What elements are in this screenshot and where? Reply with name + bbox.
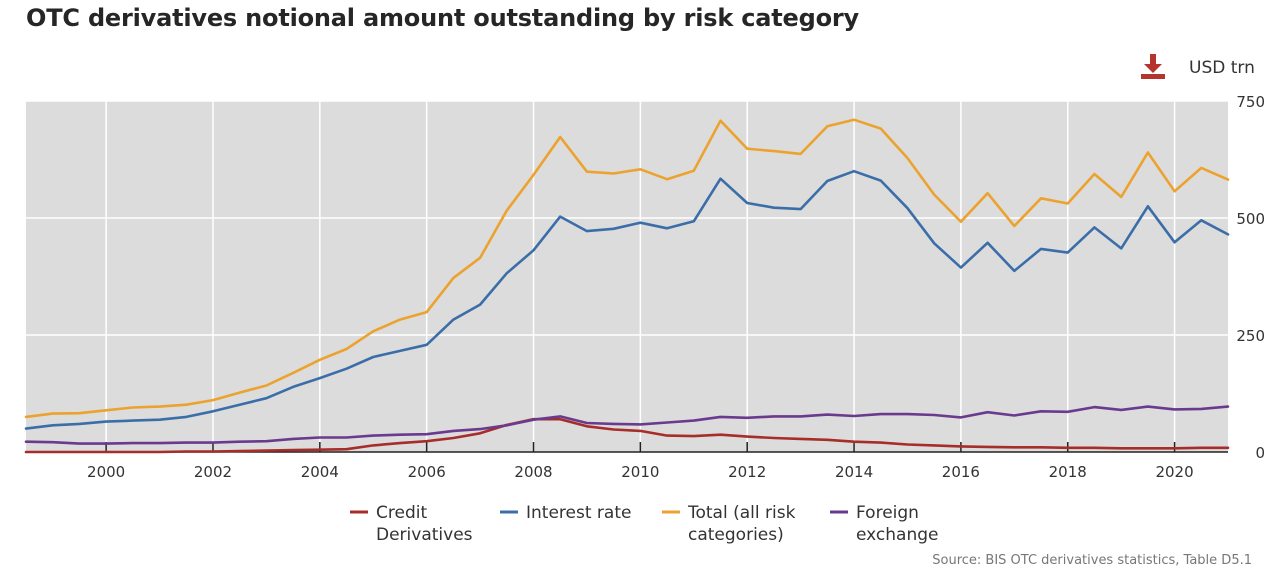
source-note: Source: BIS OTC derivatives statistics, …	[932, 553, 1252, 568]
download-icon[interactable]	[1138, 52, 1168, 82]
legend-label: categories)	[688, 525, 784, 545]
series-line-2	[24, 118, 1230, 419]
legend-label: Foreign	[856, 503, 919, 523]
x-tick-label: 2002	[194, 463, 232, 481]
legend-label: Credit	[376, 503, 427, 523]
x-tick-label: 2016	[942, 463, 980, 481]
chart-title: OTC derivatives notional amount outstand…	[26, 4, 859, 32]
x-tick-label: 2006	[408, 463, 446, 481]
y-tick-label: 0	[1255, 444, 1265, 462]
series-line-3	[24, 405, 1230, 445]
x-tick-label: 2010	[621, 463, 659, 481]
y-tick-label: 750	[1236, 93, 1265, 111]
legend-label: Interest rate	[526, 503, 631, 523]
download-icon-glyph	[1141, 54, 1165, 79]
series-lines	[24, 118, 1230, 454]
x-tick-label: 2014	[835, 463, 873, 481]
series-line-0	[24, 417, 1230, 454]
x-tick-label: 2004	[301, 463, 339, 481]
y-tick-label: 500	[1236, 210, 1265, 228]
x-tick-label: 2000	[87, 463, 125, 481]
y-tick-label: 250	[1236, 327, 1265, 345]
y-axis: 0 250 500 750	[1236, 93, 1265, 462]
unit-label: USD trn	[1189, 58, 1255, 78]
x-tick-label: 2008	[514, 463, 552, 481]
x-tick-label: 2018	[1049, 463, 1087, 481]
x-axis: 2000 2002 2004 2006 2008 2010 2012 2014 2016 2018…	[26, 442, 1228, 481]
legend-item[interactable]: Interest rate	[500, 503, 631, 523]
legend-label: exchange	[856, 525, 939, 545]
series-line-1	[24, 169, 1230, 430]
plot-area	[26, 101, 1228, 452]
x-tick-label: 2012	[728, 463, 766, 481]
legend-label: Total (all risk	[687, 503, 796, 523]
legend-label: Derivatives	[376, 525, 473, 545]
x-tick-label: 2020	[1155, 463, 1193, 481]
gridlines	[26, 100, 1228, 452]
